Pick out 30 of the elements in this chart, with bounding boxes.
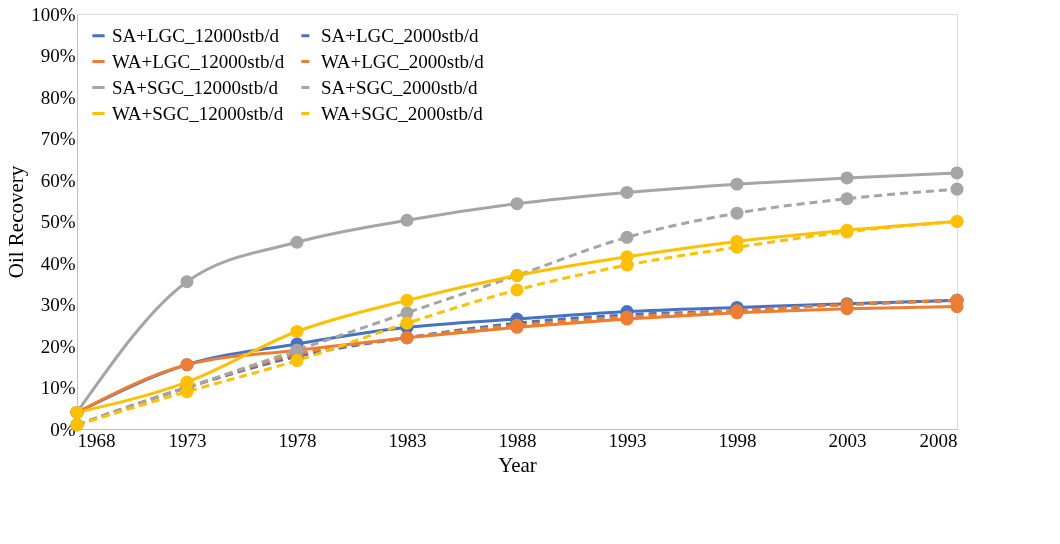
x-axis-title: Year: [498, 452, 537, 477]
y-tick-label: 50%: [40, 211, 76, 232]
legend-label: SA+SGC_2000stb/d: [321, 76, 478, 98]
x-tick-label: 2003: [828, 429, 867, 451]
legend-label: SA+LGC_2000stb/d: [321, 24, 479, 46]
x-tick-label: 1968: [77, 429, 116, 451]
x-tick-label: 2008: [919, 429, 958, 451]
x-tick-label: 1978: [278, 429, 317, 451]
legend-label: SA+SGC_12000stb/d: [112, 76, 279, 98]
legend-label: WA+SGC_12000stb/d: [112, 102, 284, 124]
y-tick-label: 30%: [40, 294, 76, 315]
y-axis-title: Oil Recovery: [4, 165, 29, 279]
legend-label: WA+LGC_12000stb/d: [112, 50, 285, 72]
y-tick-label: 100%: [31, 3, 76, 25]
y-tick-label: 0%: [50, 418, 76, 440]
x-tick-label: 1993: [608, 429, 647, 451]
legend-label: WA+SGC_2000stb/d: [321, 102, 484, 124]
y-tick-label: 40%: [40, 252, 76, 274]
y-tick-label: 20%: [40, 335, 76, 357]
legend-label: WA+LGC_2000stb/d: [321, 50, 485, 72]
y-tick-label: 60%: [40, 169, 76, 191]
x-tick-label: 1983: [388, 429, 427, 451]
y-tick-label: 90%: [40, 45, 76, 66]
legend-label: SA+LGC_12000stb/d: [112, 24, 280, 46]
y-tick-label: 10%: [40, 377, 76, 398]
x-tick-label: 1973: [168, 429, 207, 451]
y-tick-label: 80%: [40, 86, 76, 108]
x-tick-label: 1998: [718, 429, 757, 451]
y-tick-label: 70%: [40, 128, 76, 149]
x-tick-label: 1988: [498, 429, 537, 451]
